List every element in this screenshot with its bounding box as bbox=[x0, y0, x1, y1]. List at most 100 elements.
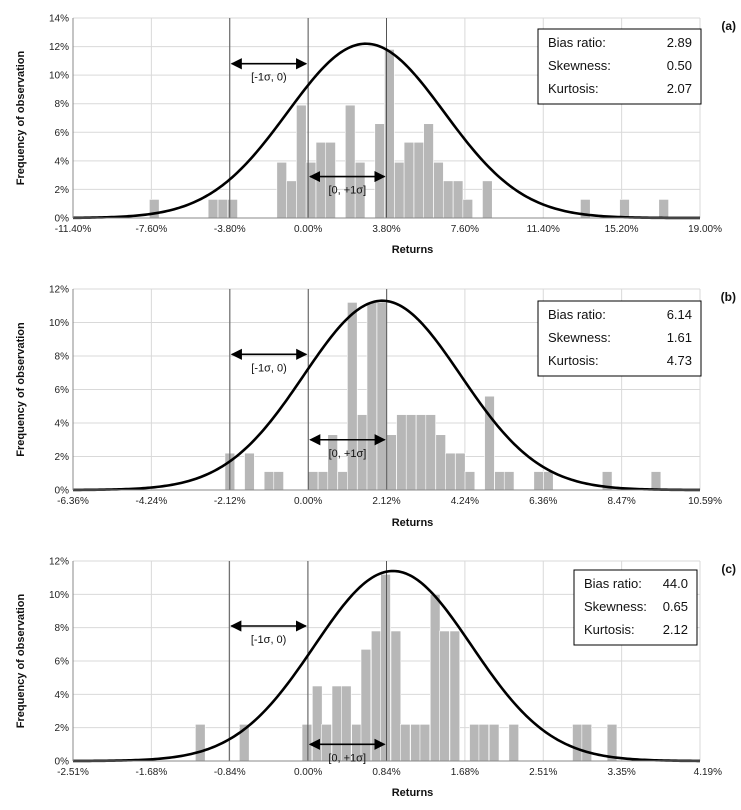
x-tick-label: 2.51% bbox=[529, 767, 557, 778]
x-tick-label: -4.24% bbox=[136, 496, 168, 507]
y-tick-label: 4% bbox=[55, 419, 70, 430]
histogram-bar bbox=[366, 302, 378, 491]
stat-label: Bias ratio: bbox=[584, 576, 642, 591]
histogram-bar bbox=[337, 471, 348, 491]
histogram-bar bbox=[244, 452, 255, 491]
histogram-bar bbox=[415, 414, 427, 491]
y-tick-label: 12% bbox=[49, 42, 69, 53]
histogram-bar bbox=[433, 161, 444, 219]
x-axis-title: Returns bbox=[392, 787, 434, 799]
histogram-bar bbox=[345, 104, 356, 219]
histogram-bar bbox=[452, 180, 464, 219]
normal-distribution-curve bbox=[72, 299, 701, 492]
y-tick-label: 6% bbox=[55, 128, 70, 139]
stat-label: Kurtosis: bbox=[584, 622, 635, 637]
stat-label: Skewness: bbox=[584, 599, 647, 614]
y-tick-label: 4% bbox=[55, 156, 70, 167]
histogram-bar bbox=[543, 471, 554, 491]
histogram-bar bbox=[263, 471, 275, 491]
histogram-bar bbox=[449, 630, 461, 762]
stat-label: Bias ratio: bbox=[548, 35, 606, 50]
histogram-bar bbox=[327, 434, 338, 491]
x-tick-label: 4.24% bbox=[451, 496, 479, 507]
histogram-bar bbox=[394, 161, 405, 219]
stats-box bbox=[537, 28, 702, 105]
histogram-bar bbox=[400, 724, 411, 762]
stat-value: 6.14 bbox=[667, 307, 692, 322]
stat-value: 0.65 bbox=[663, 599, 688, 614]
histogram-bar bbox=[386, 434, 397, 491]
sigma-range-label: [-1σ, 0) bbox=[251, 362, 287, 374]
histogram-bar bbox=[227, 199, 238, 219]
histogram-bar bbox=[619, 199, 630, 219]
stat-label: Skewness: bbox=[548, 330, 611, 345]
y-tick-label: 8% bbox=[55, 623, 70, 634]
histogram-bar bbox=[315, 141, 327, 219]
x-tick-label: 4.19% bbox=[694, 767, 722, 778]
x-tick-label: 2.12% bbox=[372, 496, 400, 507]
stat-value: 2.89 bbox=[667, 35, 692, 50]
sigma-range-label: [-1σ, 0) bbox=[251, 634, 287, 646]
stat-value: 2.07 bbox=[667, 81, 692, 96]
histogram-bar bbox=[429, 594, 441, 762]
stats-box bbox=[573, 569, 698, 646]
x-tick-label: 0.00% bbox=[294, 224, 322, 235]
y-tick-label: 10% bbox=[49, 318, 69, 329]
normal-distribution-curve bbox=[73, 569, 701, 763]
histogram-bar bbox=[325, 141, 336, 219]
x-tick-label: -7.60% bbox=[136, 224, 168, 235]
stat-value: 1.61 bbox=[667, 330, 692, 345]
y-tick-label: 2% bbox=[55, 185, 70, 196]
normal-distribution-curve bbox=[72, 42, 700, 220]
x-tick-label: 19.00% bbox=[688, 224, 722, 235]
x-tick-label: 11.40% bbox=[527, 224, 560, 235]
sigma-range-label: [0, +1σ] bbox=[328, 185, 366, 197]
stat-value: 0.50 bbox=[667, 58, 692, 73]
histogram-bar bbox=[396, 414, 407, 491]
x-tick-label: 0.00% bbox=[294, 496, 322, 507]
stat-value: 4.73 bbox=[667, 353, 692, 368]
chart-panel-1: [-1σ, 0) [0, +1σ] Bias ratio: 2.89 Skewness:… bbox=[15, 14, 736, 257]
y-tick-label: 8% bbox=[55, 352, 70, 363]
x-tick-label: 8.47% bbox=[607, 496, 635, 507]
y-tick-label: 0% bbox=[55, 214, 70, 225]
y-tick-label: 6% bbox=[55, 657, 70, 668]
histogram-bar bbox=[376, 302, 388, 491]
y-tick-label: 0% bbox=[55, 757, 70, 768]
histogram-bar bbox=[464, 471, 476, 491]
x-tick-label: 3.80% bbox=[372, 224, 400, 235]
stat-label: Kurtosis: bbox=[548, 353, 599, 368]
histogram-bar bbox=[442, 180, 454, 219]
y-tick-label: 4% bbox=[55, 690, 70, 701]
chart-panel-2: [-1σ, 0) [0, +1σ] Bias ratio: 6.14 Skewness:… bbox=[15, 285, 736, 530]
y-tick-label: 12% bbox=[49, 285, 69, 296]
y-tick-label: 10% bbox=[49, 71, 69, 82]
histogram-bar bbox=[276, 161, 287, 219]
histogram-bar bbox=[301, 724, 313, 762]
histogram-bar bbox=[347, 302, 358, 491]
x-axis-title: Returns bbox=[392, 244, 434, 256]
histogram-bar bbox=[419, 724, 431, 762]
y-tick-label: 14% bbox=[49, 14, 69, 25]
x-tick-label: -3.80% bbox=[214, 224, 246, 235]
histogram-bar bbox=[384, 49, 395, 219]
x-tick-label: -11.40% bbox=[55, 224, 92, 235]
panel-label: (b) bbox=[721, 290, 736, 304]
histogram-bar bbox=[482, 180, 493, 219]
x-tick-label: 1.68% bbox=[451, 767, 479, 778]
histogram-bar bbox=[462, 199, 473, 219]
x-axis-title: Returns bbox=[392, 517, 434, 529]
chart-panel-3: [-1σ, 0) [0, +1σ] Bias ratio: 44.0 Skewness:… bbox=[15, 557, 736, 800]
histogram-bar bbox=[658, 199, 669, 219]
sigma-range-label: [0, +1σ] bbox=[329, 448, 367, 460]
histogram-bar bbox=[455, 452, 466, 491]
y-tick-label: 12% bbox=[49, 557, 69, 568]
histogram-bar bbox=[403, 141, 415, 219]
histogram-bar bbox=[445, 452, 456, 491]
y-axis-title: Frequency of observation bbox=[15, 322, 27, 457]
stat-value: 44.0 bbox=[663, 576, 688, 591]
histogram-bar bbox=[533, 471, 544, 491]
y-axis-title: Frequency of observation bbox=[15, 593, 27, 728]
